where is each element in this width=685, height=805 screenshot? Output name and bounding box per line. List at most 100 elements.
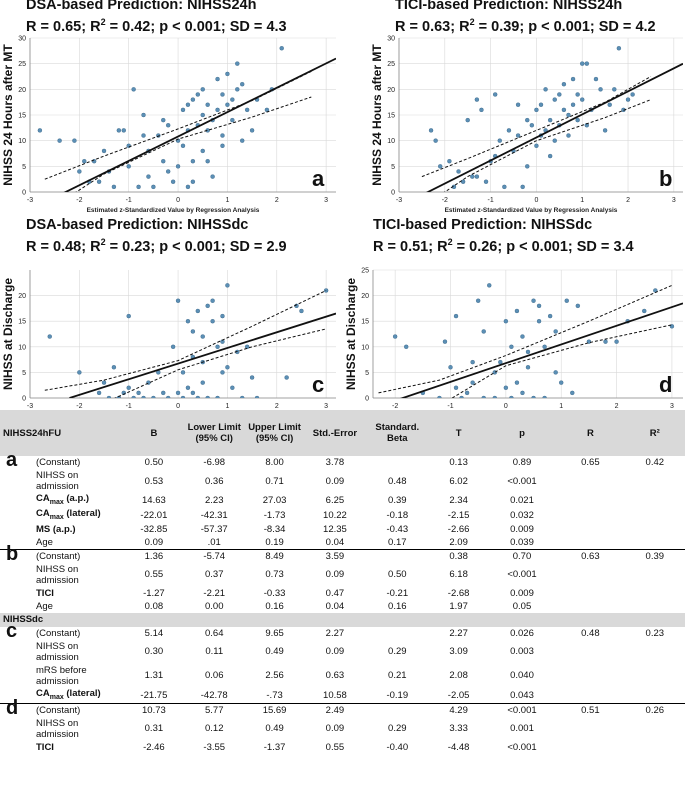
- data-point: [447, 158, 452, 164]
- scatter-plot-b: 0 5 10 15 20 25 30 -3 -2 -1 0 1 2 3 NIHSS 24 Hours aft…: [370, 36, 683, 214]
- cell-std-beta: -0.19: [386, 689, 409, 701]
- regression-line: [426, 62, 683, 192]
- y-tick-label: 5: [365, 370, 369, 377]
- header-cell: Lower Limit (95% CI): [184, 410, 245, 456]
- row-label: NIHSS on admission: [0, 563, 124, 587]
- cell-std-error: 0.09: [325, 475, 345, 487]
- cell-p: <0.001: [507, 475, 537, 487]
- cell-p: 0.043: [510, 689, 534, 701]
- cell-t: -2.05: [447, 689, 470, 701]
- row-label: b (Constant): [0, 542, 124, 565]
- x-tick-label: 0: [176, 197, 180, 204]
- cell-lower-limit: 0.36: [204, 475, 224, 487]
- cell-upper-limit: 8.00: [265, 457, 284, 468]
- data-point: [561, 107, 567, 113]
- data-point: [190, 158, 196, 164]
- ci-lower-line: [114, 328, 327, 398]
- table-row: mRS before admission 1.31 0.06 2.56 0.63 0.21…: [0, 664, 685, 688]
- cell-std-beta: 0.39: [388, 494, 407, 506]
- cell-std-error: 2.27: [325, 627, 345, 639]
- y-tick-label: 15: [18, 113, 26, 120]
- data-point: [200, 112, 205, 118]
- table-row: Age 0.08 0.00 0.16 0.04 0.16 1.97 0.05: [0, 600, 685, 613]
- data-point: [531, 395, 536, 398]
- cell-std-beta: -0.21: [386, 587, 409, 599]
- row-label: CAmax (lateral): [0, 688, 124, 703]
- x-tick-label: 0: [504, 403, 508, 410]
- data-point: [47, 334, 52, 339]
- cell-r: [556, 741, 624, 754]
- data-point: [561, 81, 567, 87]
- data-point: [492, 92, 498, 97]
- data-point: [180, 107, 186, 113]
- cell-lower-limit: 0.12: [204, 723, 224, 735]
- cell-std-beta: 0.48: [388, 475, 407, 487]
- group-letter: b: [6, 542, 19, 565]
- data-point: [570, 76, 576, 82]
- data-point: [553, 329, 558, 334]
- panel-a: DSA-based Prediction: NIHSS24h R = 0.65;…: [0, 0, 342, 214]
- data-point: [404, 344, 409, 350]
- x-tick-label: -1: [447, 403, 453, 410]
- data-point: [612, 87, 617, 92]
- cell-b: 0.50: [144, 457, 164, 468]
- data-point: [175, 298, 181, 303]
- data-point: [538, 102, 544, 107]
- cell-lower-limit: .01: [207, 536, 221, 548]
- cell-r2: [625, 587, 685, 600]
- data-point: [506, 128, 512, 133]
- points-group: [392, 283, 675, 398]
- cell-r2: [625, 563, 685, 587]
- cell-std-error: 0.04: [325, 600, 345, 612]
- cell-std-beta: -0.18: [386, 509, 409, 521]
- y-tick-label: 20: [387, 87, 395, 94]
- data-point: [175, 390, 181, 396]
- cell-lower-limit: -42.31: [200, 509, 228, 521]
- row-label-text: TICI: [36, 741, 54, 753]
- header-cell: Upper Limit (95% CI): [244, 410, 305, 456]
- data-point: [101, 148, 107, 154]
- cell-std-error: 0.63: [325, 670, 345, 682]
- row-label-text: (Constant): [36, 704, 81, 716]
- data-point: [225, 365, 230, 370]
- y-tick-label: 25: [387, 61, 395, 68]
- cell-t: -2.66: [447, 523, 470, 535]
- data-point: [170, 344, 176, 350]
- row-label-text: mRS before admission: [36, 664, 87, 687]
- x-tick-label: 1: [225, 403, 229, 410]
- cell-upper-limit: -8.34: [263, 523, 286, 535]
- x-axis-label: Estimated z-Standardized Value by Regres…: [445, 207, 618, 214]
- x-tick-label: 0: [534, 197, 538, 204]
- y-tick-label: 15: [18, 319, 26, 326]
- data-point: [552, 138, 557, 143]
- label-main: CA: [36, 687, 50, 699]
- cell-b: -22.01: [140, 509, 168, 521]
- data-point: [433, 138, 438, 143]
- cell-t: 6.18: [449, 569, 468, 581]
- row-label-text: NIHSS on admission: [36, 717, 79, 740]
- cell-std-beta: [365, 627, 429, 640]
- section-label: NIHSSdc: [0, 612, 685, 627]
- x-tick-label: 2: [626, 197, 630, 204]
- cell-r: [556, 688, 624, 703]
- data-point: [503, 385, 509, 390]
- data-point: [564, 298, 569, 303]
- cell-r: [556, 523, 624, 536]
- data-point: [170, 179, 176, 184]
- cell-std-beta: 0.29: [388, 723, 407, 735]
- cell-upper-limit: -1.73: [263, 509, 286, 521]
- data-point: [515, 102, 521, 107]
- y-tick-label: 15: [361, 319, 369, 326]
- data-point: [642, 308, 647, 314]
- cell-b: 5.14: [144, 627, 164, 639]
- cell-upper-limit: 15.69: [244, 702, 305, 717]
- ci-upper-line: [44, 70, 312, 180]
- cell-r2: 0.23: [645, 627, 665, 639]
- data-point: [438, 164, 443, 169]
- data-point: [220, 313, 225, 319]
- row-label-text: Age: [36, 536, 53, 548]
- data-point: [603, 339, 608, 344]
- cell-r: [556, 536, 624, 550]
- data-point: [225, 283, 230, 288]
- y-tick-label: 0: [365, 396, 369, 403]
